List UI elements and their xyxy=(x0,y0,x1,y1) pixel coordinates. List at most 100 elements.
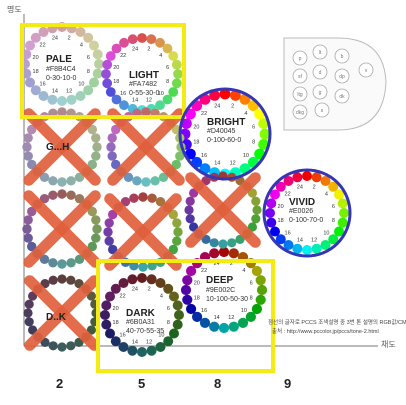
tone-code-deep: #9E002C xyxy=(206,287,236,294)
color-dot xyxy=(27,124,37,135)
color-dot xyxy=(23,233,33,243)
color-dot xyxy=(75,91,86,101)
tone-cmyk-dark: 40-70-55-35 xyxy=(126,328,165,335)
color-dot xyxy=(265,208,275,218)
color-dot xyxy=(175,151,185,161)
color-dot xyxy=(189,188,199,198)
color-dot xyxy=(48,190,58,200)
column-label: 9 xyxy=(284,376,292,391)
color-dot xyxy=(237,317,249,328)
hue-number: 24 xyxy=(132,46,138,52)
column-label: 8 xyxy=(214,376,222,391)
tone-map-cell xyxy=(358,62,374,78)
color-dot xyxy=(111,43,122,54)
color-dot xyxy=(172,236,182,246)
hue-number: 24 xyxy=(214,103,220,109)
cross-mark xyxy=(23,108,101,186)
color-dot xyxy=(91,151,101,161)
color-dot xyxy=(247,222,257,232)
color-dot xyxy=(132,176,142,186)
hue-number: 2 xyxy=(147,46,150,52)
color-dot xyxy=(209,238,219,248)
color-dot xyxy=(150,176,160,186)
hue-number: 20 xyxy=(33,55,39,61)
hue-number: 20 xyxy=(278,204,284,210)
hue-number: 16 xyxy=(120,91,126,97)
hue-number: 18 xyxy=(113,320,119,326)
color-dot xyxy=(24,299,34,309)
color-dot xyxy=(266,198,277,209)
color-dot xyxy=(129,193,139,203)
color-dot xyxy=(75,27,86,37)
hue-number: 12 xyxy=(146,98,152,104)
color-dot xyxy=(23,308,33,318)
color-dot xyxy=(168,51,179,61)
color-dot xyxy=(86,325,96,335)
saturation-axis-label: 채도 xyxy=(381,340,396,349)
color-dot xyxy=(162,94,173,105)
color-dot xyxy=(57,96,67,106)
color-dot xyxy=(334,226,344,237)
hue-number: 14 xyxy=(52,88,58,94)
color-dot xyxy=(209,248,220,259)
highlight-ring-vivid xyxy=(262,168,352,258)
color-dot xyxy=(169,328,179,339)
hue-number: 10 xyxy=(78,81,84,87)
color-dot xyxy=(94,59,104,69)
color-dot xyxy=(155,100,165,111)
color-dot xyxy=(146,274,157,285)
color-dot xyxy=(141,177,151,187)
tone-name-light: LIGHT xyxy=(129,70,159,81)
color-dot xyxy=(337,217,348,228)
tone-code-dark: #6B0A31 xyxy=(126,319,155,326)
hue-number: 4 xyxy=(325,192,328,198)
color-dot xyxy=(189,222,199,232)
hue-number: 8 xyxy=(332,218,335,224)
tone-name-vivid: VIVID xyxy=(289,197,316,208)
tone-map-label: sf xyxy=(298,74,303,80)
hue-number: 24 xyxy=(132,287,138,293)
color-dot xyxy=(173,69,183,79)
color-dot xyxy=(255,294,266,305)
hue-number: 16 xyxy=(285,230,291,236)
color-dot xyxy=(87,206,98,217)
color-dot xyxy=(74,254,85,264)
color-dot xyxy=(182,294,193,305)
color-dot xyxy=(192,311,203,322)
footnote-line-2: 출처 : http://www.pccolor.jp/pccs/tone-2.h… xyxy=(272,329,379,335)
hue-number: 4 xyxy=(80,43,83,49)
color-dot xyxy=(102,59,113,70)
color-dot xyxy=(123,172,134,182)
color-dot xyxy=(292,243,303,254)
color-dot xyxy=(302,245,312,255)
color-dot xyxy=(87,159,98,170)
tone-cmyk-vivid: 0-100-70-0 xyxy=(289,217,324,224)
cross-mark xyxy=(185,172,261,248)
color-dot xyxy=(199,317,211,328)
color-dot xyxy=(228,321,239,332)
color-dot xyxy=(180,284,192,296)
tone-map-cell xyxy=(334,48,350,64)
hue-number: 4 xyxy=(242,268,245,274)
color-dot xyxy=(23,215,33,225)
tone-cmyk-pale: 0-30-10-0 xyxy=(46,75,77,82)
hue-number: 20 xyxy=(193,124,199,130)
color-dot xyxy=(91,133,101,143)
tone-map-label: d xyxy=(319,70,322,76)
color-dot xyxy=(92,49,103,60)
color-dot xyxy=(27,159,37,170)
color-dot xyxy=(48,176,58,186)
tone-map-label: dk xyxy=(339,94,345,100)
tone-name-grayish: G...H xyxy=(46,142,70,153)
hue-number: 24 xyxy=(214,261,220,267)
color-dot xyxy=(251,196,261,206)
color-dot xyxy=(147,193,157,203)
hue-number: 12 xyxy=(146,339,152,345)
color-dot xyxy=(74,194,85,204)
tone-code-light: #FA7482 xyxy=(129,81,158,88)
hue-number: 6 xyxy=(167,306,170,312)
hue-number: 2 xyxy=(230,261,233,267)
color-dot xyxy=(57,189,67,199)
hue-number: 20 xyxy=(113,65,119,71)
color-dot xyxy=(311,243,322,254)
